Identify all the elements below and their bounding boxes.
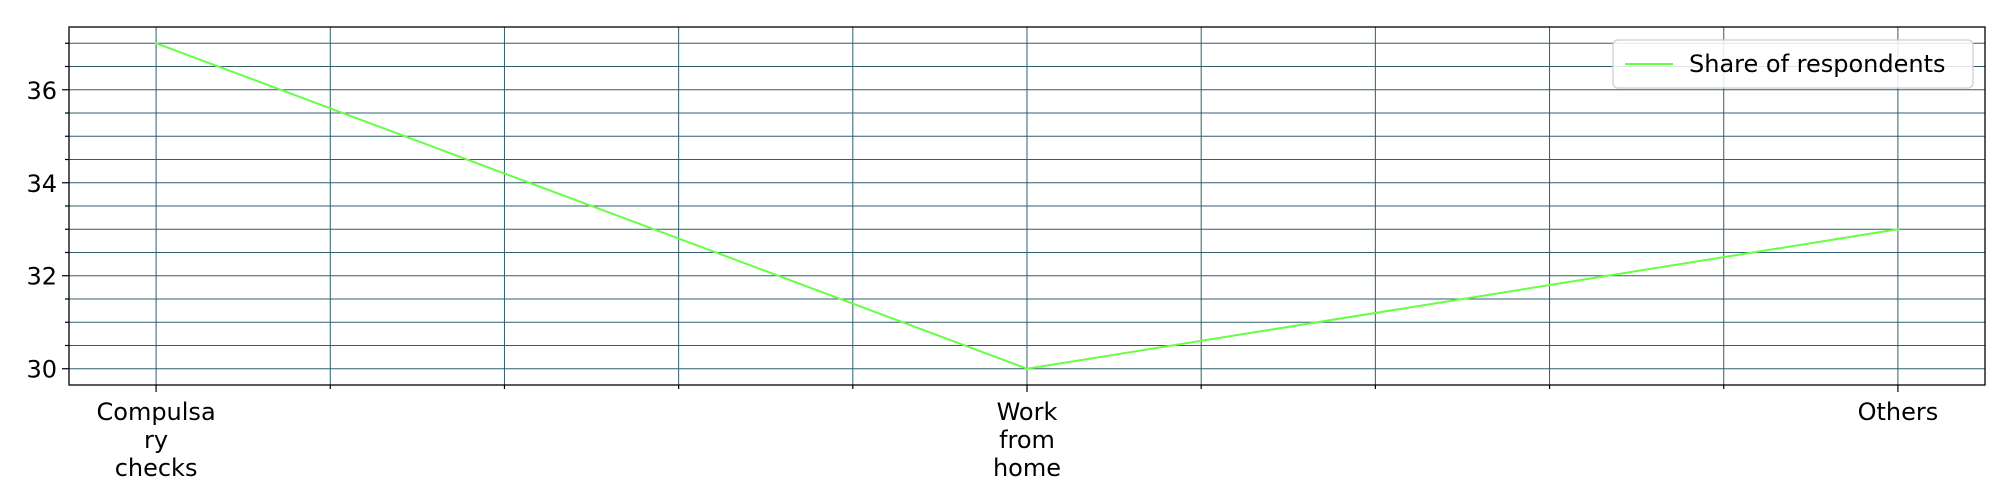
- axes: 30 32 34 36 Compulsa ry checks Work from home Othe…: [26, 42, 1939, 482]
- legend: Share of respondents: [1612, 39, 1974, 89]
- data-point: [1896, 228, 1900, 231]
- y-tick-label: 34: [26, 170, 57, 198]
- x-tick-label: Work from home: [993, 398, 1061, 482]
- series-layer: [154, 42, 1900, 370]
- legend-box: [1612, 39, 1974, 89]
- legend-label: Share of respondents: [1689, 50, 1946, 78]
- y-tick-label: 32: [26, 263, 57, 291]
- data-point: [154, 42, 158, 45]
- x-tick-label: Compulsa ry checks: [97, 398, 216, 482]
- x-tick-label: Others: [1858, 398, 1939, 426]
- y-tick-label: 36: [26, 77, 57, 105]
- data-point: [1025, 367, 1029, 370]
- y-tick-label: 30: [26, 356, 57, 384]
